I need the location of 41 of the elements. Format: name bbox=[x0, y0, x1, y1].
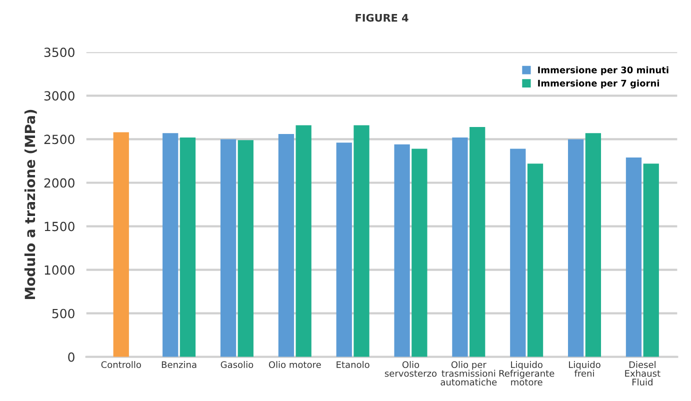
bar bbox=[527, 164, 544, 357]
bar bbox=[626, 157, 642, 357]
y-tick-label: 0 bbox=[68, 352, 74, 362]
x-tick-label: Controllo bbox=[101, 361, 141, 368]
x-tick-label: Liquido Refrigerante motore bbox=[499, 361, 554, 386]
bar bbox=[585, 133, 602, 357]
bar bbox=[510, 148, 526, 357]
bar bbox=[278, 134, 294, 357]
legend-label: Immersione per 7 giorni bbox=[538, 80, 659, 88]
y-tick-label: 3500 bbox=[44, 48, 74, 58]
chart-title: FIGURE 4 bbox=[356, 14, 408, 22]
y-tick-label: 1500 bbox=[44, 222, 74, 232]
bar bbox=[113, 132, 129, 357]
bar bbox=[394, 144, 410, 357]
legend-label: Immersione per 30 minuti bbox=[538, 66, 668, 76]
bar bbox=[412, 148, 428, 357]
bar bbox=[568, 139, 584, 357]
x-tick-label: Liquido freni bbox=[569, 361, 600, 377]
bar bbox=[354, 125, 370, 357]
bar bbox=[238, 140, 254, 357]
y-tick-label: 1000 bbox=[44, 265, 74, 275]
x-tick-label: Gasolio bbox=[220, 361, 254, 368]
x-tick-label: Diesel Exhaust Fluid bbox=[625, 361, 660, 386]
x-tick-label: Olio servosterzo bbox=[384, 361, 437, 377]
x-tick-label: Etanolo bbox=[336, 361, 370, 368]
bar bbox=[336, 142, 352, 357]
y-tick-label: 2000 bbox=[44, 178, 74, 188]
bar bbox=[220, 139, 236, 357]
y-axis-title: Modulo a trazione (MPa) bbox=[24, 110, 37, 300]
y-tick-label: 500 bbox=[52, 308, 74, 318]
y-tick-label: 2500 bbox=[44, 134, 74, 144]
bar bbox=[643, 164, 659, 357]
bar bbox=[162, 133, 178, 357]
bar bbox=[180, 137, 196, 357]
y-tick-label: 3000 bbox=[44, 91, 74, 101]
x-tick-label: Olio motore bbox=[268, 361, 321, 368]
x-tick-label: Olio per trasmissioni automatiche bbox=[440, 361, 497, 386]
bar bbox=[470, 127, 486, 357]
bar bbox=[296, 125, 312, 357]
bar bbox=[452, 137, 468, 357]
x-tick-label: Benzina bbox=[162, 361, 196, 368]
